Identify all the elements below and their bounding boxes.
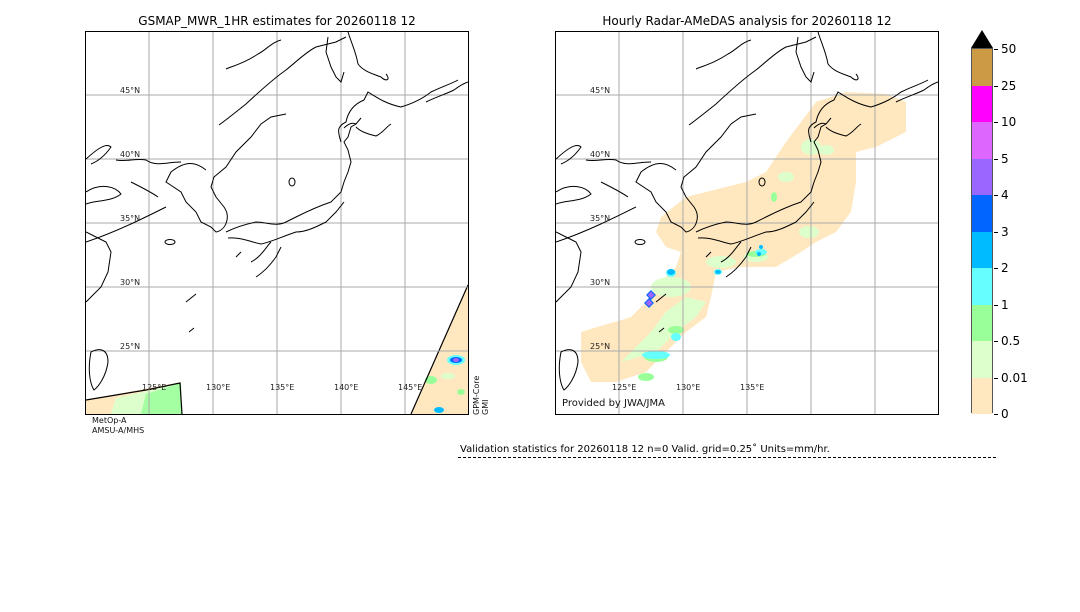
- swath-sw-edge: [86, 382, 183, 414]
- svg-text:35°N: 35°N: [590, 214, 610, 223]
- svg-text:125°E: 125°E: [142, 383, 166, 392]
- colorbar: [971, 48, 993, 414]
- validation-divider: [458, 457, 996, 458]
- sensor-right-line2: GMI: [481, 399, 490, 415]
- sensor-bottom-line2: AMSU-A/MHS: [92, 426, 145, 435]
- left-panel-title: GSMAP_MWR_1HR estimates for 20260118 12: [138, 14, 416, 28]
- right-map: 45°N 40°N 35°N 30°N 25°N 125°E 130°E 135…: [555, 31, 939, 415]
- sensor-right-label: GPM-Core GMI: [472, 376, 490, 415]
- cb-seg-1-2: [972, 268, 992, 305]
- svg-text:130°E: 130°E: [676, 383, 700, 392]
- graticule: [556, 32, 938, 414]
- svg-text:25°N: 25°N: [120, 342, 140, 351]
- cb-seg-0-0.01: [972, 377, 992, 414]
- colorbar-extend-arrow: [971, 30, 993, 48]
- svg-text:45°N: 45°N: [120, 86, 140, 95]
- left-map-svg: 45°N 40°N 35°N 30°N 25°N 125°E 130°E 135…: [86, 32, 468, 414]
- cb-tick-50: 50: [994, 43, 1016, 55]
- cb-seg-10-25: [972, 85, 992, 122]
- cb-seg-0.5-1: [972, 304, 992, 341]
- data-credit: Provided by JWA/JMA: [562, 398, 665, 409]
- cb-seg-2-3: [972, 231, 992, 268]
- svg-text:140°E: 140°E: [334, 383, 358, 392]
- svg-text:40°N: 40°N: [120, 150, 140, 159]
- cb-tick-5: 5: [994, 153, 1009, 165]
- svg-text:35°N: 35°N: [120, 214, 140, 223]
- svg-text:30°N: 30°N: [120, 278, 140, 287]
- cb-tick-0.01: 0.01: [994, 372, 1028, 384]
- sensor-bottom-label: MetOp-A AMSU-A/MHS: [92, 416, 144, 436]
- svg-text:45°N: 45°N: [590, 86, 610, 95]
- radar-coverage: [581, 92, 906, 382]
- sensor-bottom-line1: MetOp-A: [92, 416, 127, 425]
- sensor-right-line1: GPM-Core: [472, 375, 481, 415]
- graticule: [86, 32, 468, 414]
- cb-tick-10: 10: [994, 116, 1016, 128]
- svg-text:25°N: 25°N: [590, 342, 610, 351]
- cb-seg-3-4: [972, 195, 992, 232]
- svg-text:145°E: 145°E: [398, 383, 422, 392]
- cb-tick-2: 2: [994, 262, 1009, 274]
- right-map-svg: 45°N 40°N 35°N 30°N 25°N 125°E 130°E 135…: [556, 32, 938, 414]
- cb-seg-25-50: [972, 49, 992, 86]
- swath-se-edge: [410, 284, 468, 414]
- right-panel-title: Hourly Radar-AMeDAS analysis for 2026011…: [602, 14, 892, 28]
- coastlines: [86, 32, 468, 391]
- left-map: 45°N 40°N 35°N 30°N 25°N 125°E 130°E 135…: [85, 31, 469, 415]
- coastlines: [556, 32, 938, 391]
- svg-text:135°E: 135°E: [270, 383, 294, 392]
- cb-seg-0.01-0.5: [972, 341, 992, 378]
- cb-tick-3: 3: [994, 226, 1009, 238]
- cb-tick-25: 25: [994, 80, 1016, 92]
- cb-tick-0: 0: [994, 408, 1009, 420]
- cb-seg-4-5: [972, 158, 992, 195]
- svg-text:135°E: 135°E: [740, 383, 764, 392]
- cb-tick-4: 4: [994, 189, 1009, 201]
- validation-statistics: Validation statistics for 20260118 12 n=…: [460, 444, 830, 455]
- cb-seg-5-10: [972, 122, 992, 159]
- svg-text:125°E: 125°E: [612, 383, 636, 392]
- svg-text:40°N: 40°N: [590, 150, 610, 159]
- cb-tick-0.5: 0.5: [994, 335, 1020, 347]
- svg-text:130°E: 130°E: [206, 383, 230, 392]
- cb-tick-1: 1: [994, 299, 1009, 311]
- svg-text:30°N: 30°N: [590, 278, 610, 287]
